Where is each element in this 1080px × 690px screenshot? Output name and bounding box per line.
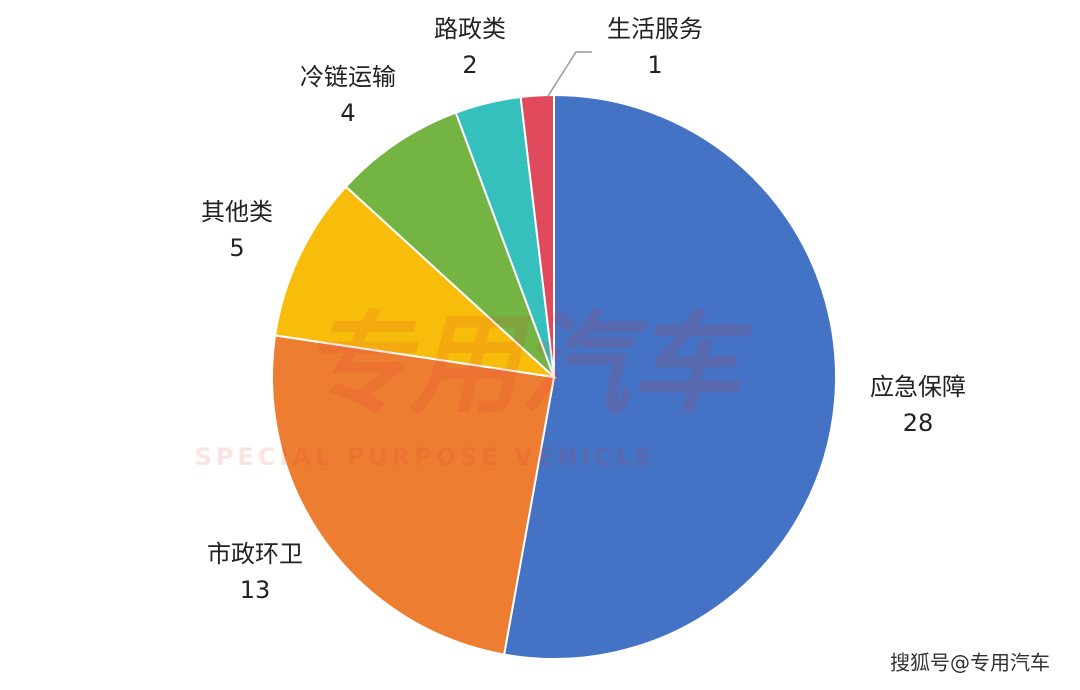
category-label: 应急保障: [870, 373, 966, 401]
slices: [271, 93, 837, 660]
value-label: 13: [240, 576, 271, 604]
source: 搜狐号@专用汽车: [890, 651, 1050, 675]
category-label: 路政类: [434, 15, 506, 43]
value-label: 2: [462, 51, 477, 79]
category-label: 生活服务: [607, 15, 703, 43]
value-label: 4: [340, 99, 355, 127]
category-label: 市政环卫: [207, 540, 303, 568]
labels: 应急保障 28 市政环卫 13 其他类 5 冷链运输 4 路政类 2 生活服务 1: [201, 15, 966, 604]
pie-slice: [502, 93, 837, 660]
value-label: 1: [647, 51, 662, 79]
pie-slice: [519, 93, 555, 378]
pie-slice: [271, 334, 556, 656]
leader-line: [547, 51, 592, 97]
value-label: 5: [229, 234, 244, 262]
category-label: 冷链运输: [300, 63, 396, 91]
pie-slice: [344, 111, 555, 378]
watermark-subtitle: SPECIAL PURPOSE VEHICLE: [195, 443, 656, 471]
watermark: 专用汽车: [300, 300, 753, 428]
value-label: 28: [903, 409, 934, 437]
category-label: 其他类: [201, 198, 273, 226]
pie-slice: [273, 185, 558, 379]
